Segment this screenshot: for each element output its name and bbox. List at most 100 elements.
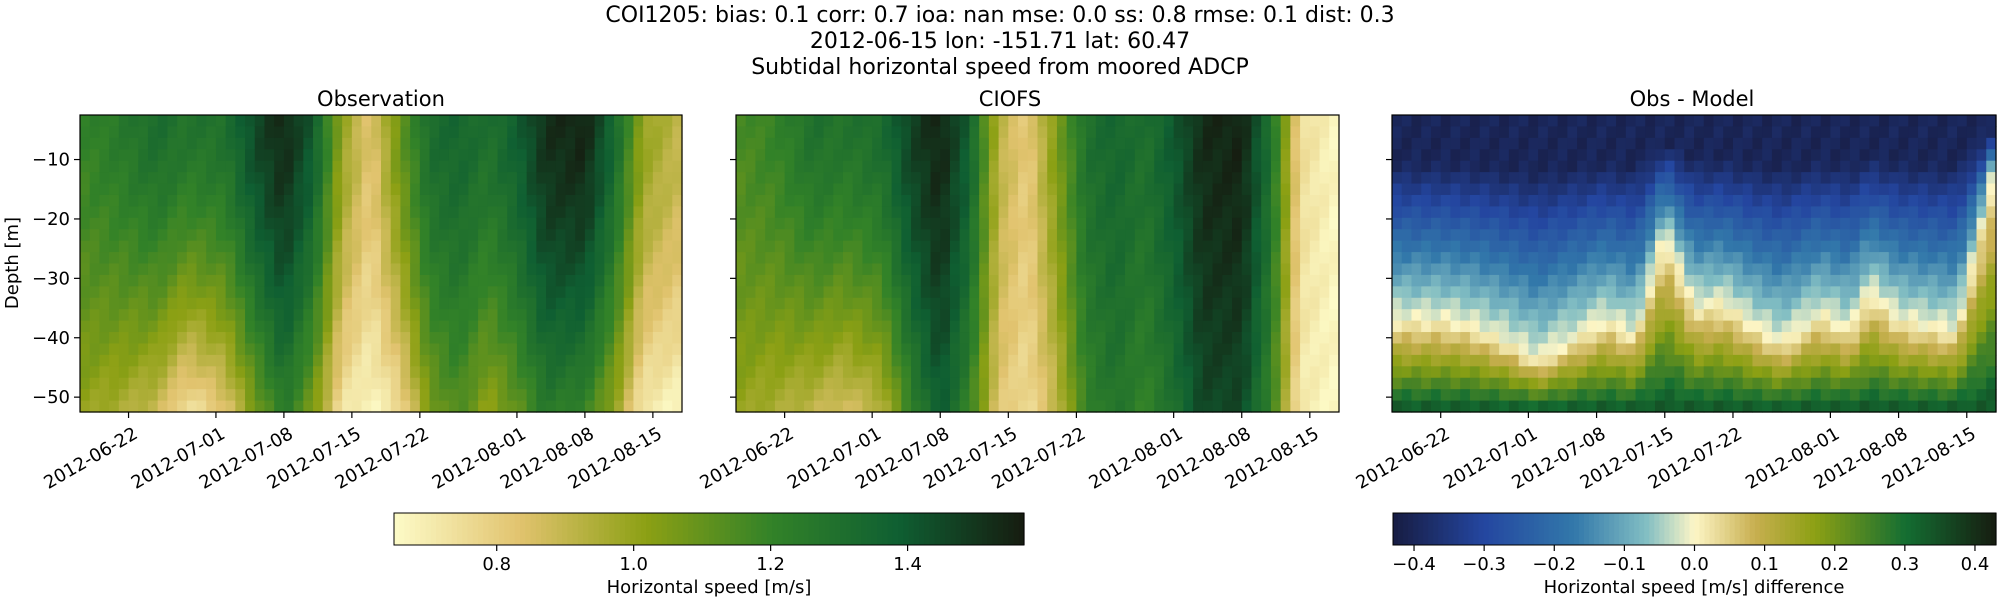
heatmap-cell bbox=[1597, 229, 1607, 241]
heatmap-cell bbox=[449, 401, 459, 413]
heatmap-cell bbox=[794, 172, 804, 184]
heatmap-cell bbox=[643, 332, 653, 344]
heatmap-cell bbox=[969, 286, 979, 298]
heatmap-cell bbox=[138, 115, 148, 127]
heatmap-cell bbox=[1193, 115, 1203, 127]
heatmap-cell bbox=[1830, 138, 1840, 150]
heatmap-cell bbox=[785, 126, 795, 138]
heatmap-cell bbox=[1203, 161, 1213, 173]
heatmap-cell bbox=[362, 252, 372, 264]
heatmap-cell bbox=[1636, 172, 1646, 184]
heatmap-cell bbox=[911, 184, 921, 196]
heatmap-cell bbox=[1528, 389, 1538, 401]
heatmap-cell bbox=[517, 184, 527, 196]
heatmap-cell bbox=[1300, 389, 1310, 401]
heatmap-cell bbox=[1938, 115, 1948, 127]
heatmap-cell bbox=[1232, 161, 1242, 173]
heatmap-cell bbox=[1626, 275, 1636, 287]
heatmap-cell bbox=[672, 298, 682, 310]
heatmap-cell bbox=[527, 355, 537, 367]
heatmap-cell bbox=[1144, 161, 1154, 173]
heatmap-cell bbox=[119, 401, 129, 413]
heatmap-cell bbox=[1665, 115, 1675, 127]
heatmap-cell bbox=[911, 366, 921, 378]
heatmap-cell bbox=[1115, 206, 1125, 218]
heatmap-cell bbox=[177, 309, 187, 321]
heatmap-cell bbox=[430, 206, 440, 218]
heatmap-cell bbox=[1411, 298, 1421, 310]
heatmap-cell bbox=[1470, 321, 1480, 333]
heatmap-cell bbox=[1106, 184, 1116, 196]
heatmap-cell bbox=[1213, 172, 1223, 184]
heatmap-cell bbox=[1967, 355, 1977, 367]
heatmap-cell bbox=[381, 172, 391, 184]
heatmap-cell bbox=[1047, 149, 1057, 161]
heatmap-cell bbox=[901, 275, 911, 287]
heatmap-cell bbox=[129, 195, 139, 207]
heatmap-cell bbox=[1047, 172, 1057, 184]
heatmap-cell bbox=[1918, 264, 1928, 276]
heatmap-cell bbox=[921, 321, 931, 333]
heatmap-cell bbox=[882, 149, 892, 161]
heatmap-cell bbox=[1645, 172, 1655, 184]
heatmap-cell bbox=[1587, 309, 1597, 321]
heatmap-cell bbox=[1821, 389, 1831, 401]
heatmap-cell bbox=[1977, 378, 1987, 390]
heatmap-cell bbox=[1723, 115, 1733, 127]
heatmap-cell bbox=[1616, 184, 1626, 196]
heatmap-cell bbox=[575, 241, 585, 253]
heatmap-cell bbox=[313, 161, 323, 173]
heatmap-cell bbox=[1821, 252, 1831, 264]
heatmap-cell bbox=[1811, 332, 1821, 344]
heatmap-cell bbox=[1086, 184, 1096, 196]
heatmap-cell bbox=[1645, 264, 1655, 276]
heatmap-cell bbox=[1967, 172, 1977, 184]
heatmap-cell bbox=[1067, 286, 1077, 298]
heatmap-cell bbox=[1038, 184, 1048, 196]
heatmap-cell bbox=[1713, 229, 1723, 241]
heatmap-cell bbox=[1587, 252, 1597, 264]
heatmap-cell bbox=[1918, 355, 1928, 367]
heatmap-cell bbox=[109, 252, 119, 264]
heatmap-cell bbox=[1057, 366, 1067, 378]
heatmap-cell bbox=[1889, 172, 1899, 184]
heatmap-cell bbox=[1018, 401, 1028, 413]
heatmap-cell bbox=[1606, 332, 1616, 344]
heatmap-cell bbox=[99, 378, 109, 390]
heatmap-cell bbox=[931, 149, 941, 161]
heatmap-cell bbox=[1538, 332, 1548, 344]
colorbar-swatch bbox=[578, 513, 584, 545]
heatmap-cell bbox=[1232, 229, 1242, 241]
heatmap-cell bbox=[235, 149, 245, 161]
heatmap-cell bbox=[1460, 172, 1470, 184]
heatmap-cell bbox=[1106, 321, 1116, 333]
heatmap-cell bbox=[1421, 161, 1431, 173]
heatmap-cell bbox=[1801, 138, 1811, 150]
heatmap-cell bbox=[187, 218, 197, 230]
heatmap-cell bbox=[430, 172, 440, 184]
heatmap-cell bbox=[1577, 332, 1587, 344]
heatmap-cell bbox=[245, 321, 255, 333]
heatmap-cell bbox=[1115, 172, 1125, 184]
heatmap-cell bbox=[1908, 401, 1918, 413]
heatmap-cell bbox=[556, 366, 566, 378]
heatmap-cell bbox=[1174, 218, 1184, 230]
heatmap-cell bbox=[187, 275, 197, 287]
heatmap-cell bbox=[1193, 286, 1203, 298]
heatmap-cell bbox=[1704, 264, 1714, 276]
heatmap-cell bbox=[391, 321, 401, 333]
heatmap-cell bbox=[1174, 343, 1184, 355]
heatmap-cell bbox=[1106, 138, 1116, 150]
heatmap-cell bbox=[1057, 343, 1067, 355]
heatmap-cell bbox=[1441, 378, 1451, 390]
heatmap-cell bbox=[410, 184, 420, 196]
heatmap-cell bbox=[468, 195, 478, 207]
heatmap-cell bbox=[960, 343, 970, 355]
heatmap-cell bbox=[1928, 366, 1938, 378]
heatmap-cell bbox=[921, 172, 931, 184]
heatmap-cell bbox=[1558, 241, 1568, 253]
heatmap-cell bbox=[1271, 355, 1281, 367]
heatmap-cell bbox=[1713, 252, 1723, 264]
heatmap-cell bbox=[1606, 184, 1616, 196]
heatmap-cell bbox=[765, 332, 775, 344]
